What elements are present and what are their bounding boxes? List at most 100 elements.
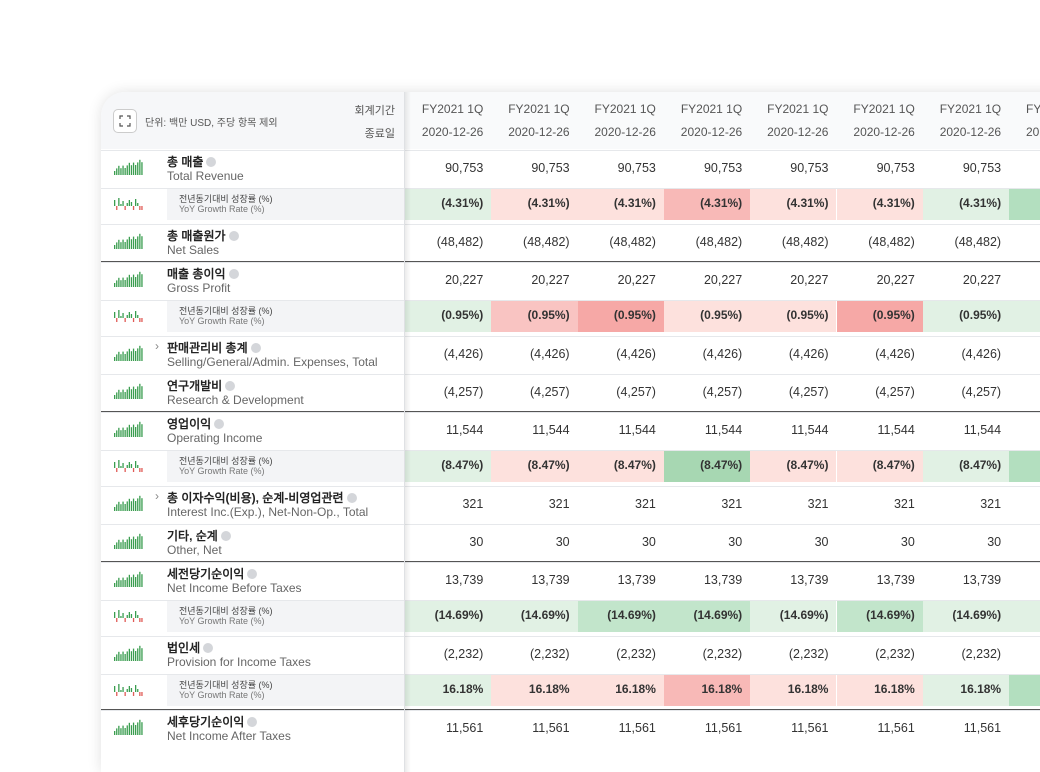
growth-cell-bg [922,301,1010,332]
expand-icon [119,115,131,127]
row-label-ko: 영업이익 [167,415,225,432]
value-cell: 30 [469,535,484,549]
value-cell: (4,257) [443,385,484,399]
growth-cell-bg [405,601,492,632]
growth-cell-bg [836,601,923,632]
growth-cell-bg [750,189,837,220]
row-label-en: Interest Inc.(Exp.), Net-Non-Op., Total [167,505,369,519]
info-icon[interactable] [228,269,239,279]
info-icon[interactable] [247,717,258,727]
info-icon[interactable] [228,231,239,241]
value-cell: (0.95%) [527,308,570,322]
value-cell: 11,544 [963,423,1002,437]
value-cell: 30 [555,535,570,549]
value-cell: 11,544 [445,423,484,437]
growth-cell-bg [836,451,923,482]
header-left [101,92,405,149]
frozen-shadow [405,92,411,772]
row-divider [101,674,1040,675]
value-cell: 16.18% [787,682,829,696]
sparkline-icon [114,571,143,587]
value-cell: 20,227 [531,273,570,287]
value-cell: (8.47%) [872,458,915,472]
value-cell: 16.18% [874,682,915,696]
header-right [405,92,1040,149]
value-cell: (2,232) [529,647,570,661]
expand-chevron[interactable]: › [155,489,159,503]
expand-chevron[interactable]: › [155,339,159,353]
row-label-ko: 판매관리비 총계 [167,339,261,356]
row-divider [101,336,1040,337]
growth-cell-bg [405,451,492,482]
growth-cell-bg [922,675,1010,706]
value-cell: (4,257) [529,385,570,399]
value-cell: (48,482) [436,235,484,249]
label-text: 영업이익 [167,417,212,431]
value-cell: 321 [807,497,829,511]
column-date: 2020-12-26 [767,125,829,139]
value-cell: 321 [462,497,484,511]
value-cell: (48,482) [954,235,1002,249]
column-date: 2020-12-26 [508,125,570,139]
growth-cell-bg [491,601,578,632]
sparkline-icon [114,719,143,735]
sparkline-icon [114,645,143,661]
value-cell: (4,257) [961,385,1002,399]
value-cell: 11,561 [532,721,570,735]
value-cell: (4.31%) [786,196,829,210]
row-divider [101,188,1040,189]
value-cell: 11,561 [877,721,915,735]
date-label: 종료일 [364,128,395,140]
growth-cell-bg [663,189,751,220]
value-cell: (14.69%) [693,608,743,622]
value-cell: (4,257) [616,385,656,399]
growth-cell-bg [405,675,492,706]
column-period: FY2021 1Q [421,102,484,116]
period-label: 회계기간 [354,105,395,117]
value-cell: 11,561 [704,721,743,735]
sparkline-icon [114,383,143,399]
row-divider [101,562,1040,563]
growth-cell-bg [491,451,578,482]
row-label-ko: 연구개발비 [167,377,236,394]
value-cell: 321 [893,497,915,511]
growth-cell-bg [922,601,1010,632]
growth-cell-bg [1009,189,1040,220]
row-label-en: Selling/General/Admin. Expenses, Total [167,355,378,369]
info-icon[interactable] [214,419,225,429]
info-icon[interactable] [247,569,258,579]
info-icon[interactable] [206,157,217,167]
info-icon[interactable] [203,643,214,653]
label-text: 총 이자수익(비용), 순계-비영업관련 [167,491,344,505]
row-label-en: Net Sales [167,243,220,257]
value-cell: 11,544 [532,423,570,437]
value-cell: 30 [814,535,829,549]
info-icon[interactable] [346,493,357,503]
sparkline-icon [114,495,143,511]
row-label-ko: 세후당기순이익 [167,713,258,730]
growth-cell-bg [491,301,578,332]
label-text: 총 매출 [167,155,204,169]
value-cell: 11,544 [877,423,915,437]
value-cell: 13,739 [876,573,915,587]
row-label-ko: 총 매출 [167,153,217,170]
sparkline-icon [114,310,143,322]
value-cell: (4.31%) [959,196,1002,210]
page: 단위: 백만 USD, 주당 항목 제외 회계기간 종료일 FY2021 1Q 2… [101,92,1040,772]
value-cell: 321 [548,497,570,511]
expand-button[interactable] [113,109,137,133]
value-cell: 11,544 [618,423,656,437]
value-cell: (4,426) [616,347,656,361]
growth-cell-bg [663,675,751,706]
growth-cell-bg [405,301,492,332]
column-period: FY2021 1Q [853,102,915,116]
info-icon[interactable] [225,381,236,391]
info-icon[interactable] [250,343,261,353]
info-icon[interactable] [220,531,231,541]
row-label-en: Total Revenue [167,169,244,183]
growth-label-bg [167,189,405,220]
label-text: 판매관리비 총계 [167,341,248,355]
row-divider [101,524,1040,525]
value-cell: 20,227 [876,273,915,287]
value-cell: (14.69%) [434,608,484,622]
